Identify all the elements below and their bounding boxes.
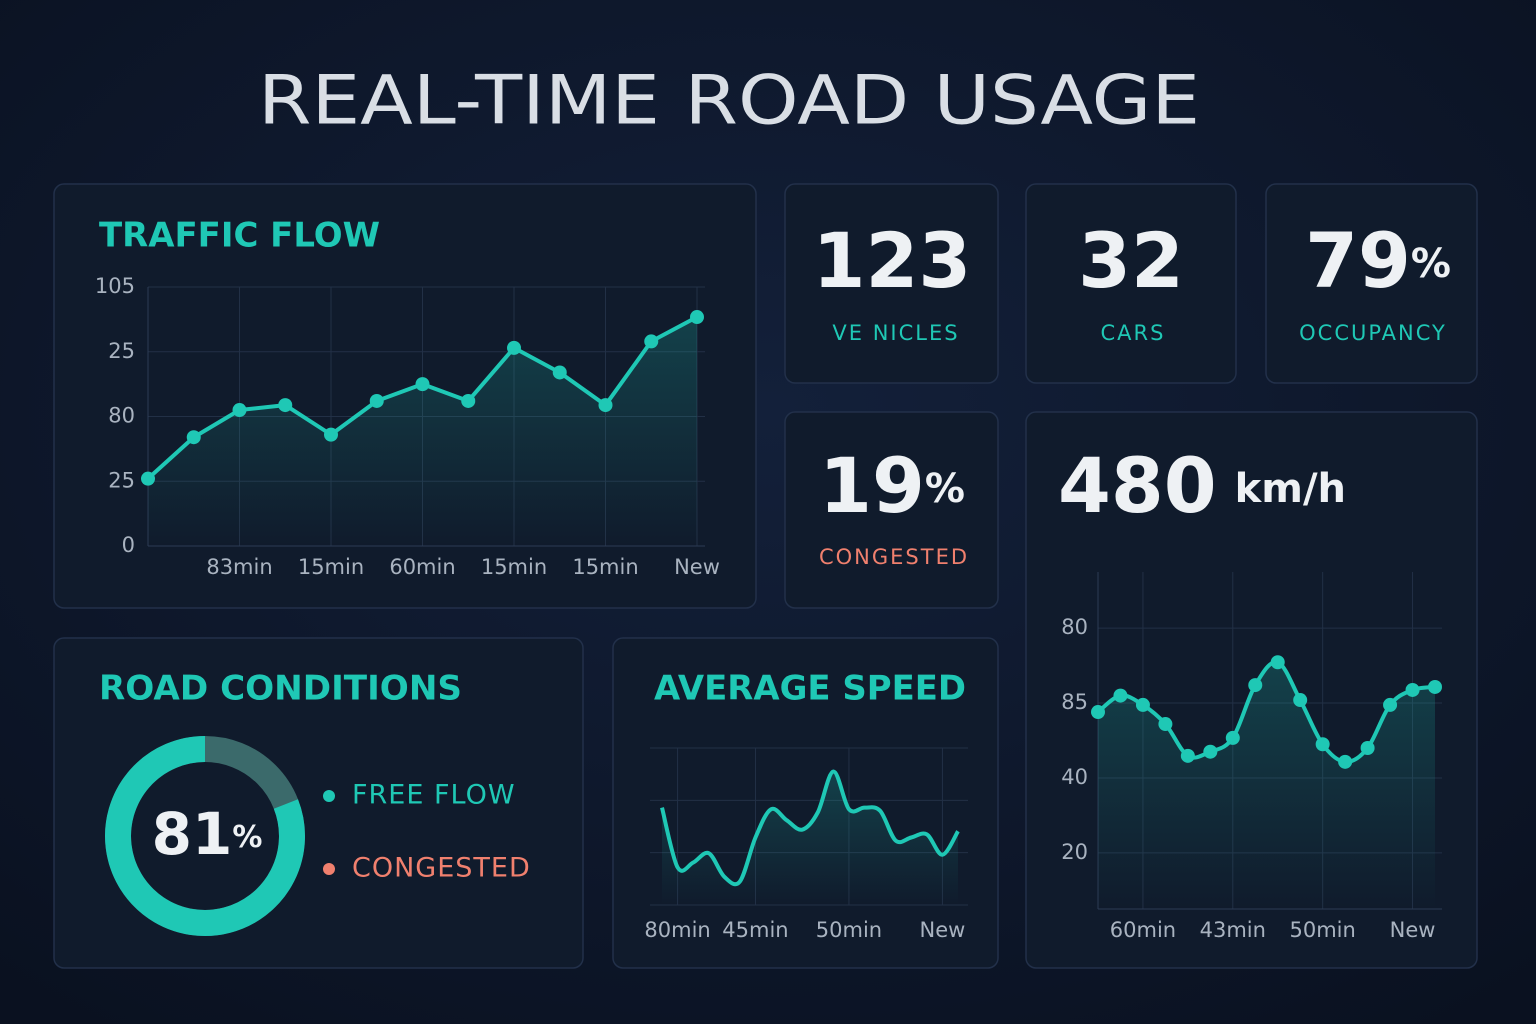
- x-tick-label: 80min: [644, 918, 710, 942]
- x-tick-label: 15min: [481, 555, 547, 579]
- marker: [552, 365, 567, 380]
- stat-value: 19%: [819, 441, 965, 530]
- marker: [232, 403, 247, 418]
- marker: [598, 398, 613, 413]
- y-tick-label: 80: [1061, 615, 1088, 639]
- marker: [1428, 679, 1442, 694]
- chart: 80min 45min 50min New: [644, 747, 968, 942]
- area: [1098, 661, 1435, 909]
- stat-number: 79: [1305, 216, 1411, 305]
- stat-value: 123: [813, 216, 972, 305]
- legend-dot: [323, 863, 335, 875]
- marker: [1293, 693, 1308, 708]
- y-tick-label: 105: [95, 274, 135, 298]
- marker: [1203, 744, 1218, 759]
- stat-unit: km/h: [1235, 466, 1346, 512]
- stat-number: 480: [1058, 441, 1217, 530]
- x-tick-label: 50min: [1290, 918, 1356, 942]
- marker: [1158, 717, 1173, 732]
- marker: [369, 393, 384, 408]
- stat-card: [1265, 183, 1478, 384]
- marker: [1113, 688, 1128, 703]
- x-tick-label: New: [1390, 918, 1436, 942]
- legend-dot: [323, 790, 335, 802]
- stat-card: [784, 183, 999, 384]
- y-tick-label: 25: [108, 468, 135, 492]
- line: [1096, 659, 1436, 764]
- x-tick-label: 43min: [1200, 918, 1266, 942]
- marker: [1315, 737, 1330, 752]
- marker: [1383, 697, 1398, 712]
- stat-label: VE NICLES: [832, 321, 959, 345]
- line: [660, 769, 960, 887]
- x-tick-label: 15min: [298, 555, 364, 579]
- marker: [1091, 705, 1105, 720]
- stat-card: [1025, 183, 1237, 384]
- road-card: [53, 637, 584, 969]
- stat-number: 19: [819, 441, 925, 530]
- marker: [1248, 678, 1263, 693]
- marker: [278, 398, 293, 413]
- card-title: AVERAGE SPEED: [654, 669, 966, 709]
- marker: [690, 310, 704, 325]
- x-tick-label: 45min: [722, 918, 788, 942]
- marker: [1338, 754, 1353, 769]
- marker: [1360, 740, 1375, 755]
- stat-unit: %: [1411, 241, 1451, 287]
- marker: [461, 393, 476, 408]
- chart: 20 40 85 80 60min 43min 50min New: [1061, 572, 1442, 942]
- y-tick-label: 25: [108, 339, 135, 363]
- donut-unit: %: [232, 820, 262, 855]
- legend-label: CONGESTED: [352, 853, 531, 884]
- chart: 0 25 80 25 105 83min 15min 60min 15min 15min New: [95, 274, 720, 579]
- y-tick-label: 80: [108, 404, 135, 428]
- x-tick-label: 15min: [572, 555, 638, 579]
- card-title: ROAD CONDITIONS: [99, 669, 462, 709]
- stat-card: [784, 411, 999, 609]
- donut-center: 81%: [152, 800, 263, 868]
- donut-arc: [105, 736, 305, 936]
- marker: [1180, 748, 1195, 763]
- y-tick-label: 20: [1061, 840, 1088, 864]
- x-tick-label: New: [674, 555, 720, 579]
- area: [662, 771, 958, 905]
- stat-label: OCCUPANCY: [1299, 321, 1447, 345]
- marker: [1135, 697, 1150, 712]
- marker: [1405, 682, 1420, 697]
- x-tick-label: 60min: [389, 555, 455, 579]
- x-tick-label: 50min: [816, 918, 882, 942]
- marker: [141, 471, 155, 486]
- y-tick-label: 40: [1061, 765, 1088, 789]
- marker: [415, 377, 430, 392]
- stat-unit: %: [925, 466, 965, 512]
- marker: [507, 340, 521, 355]
- marker: [1225, 730, 1240, 745]
- x-tick-label: 60min: [1110, 918, 1176, 942]
- page-title: REAL-TIME ROAD USAGE: [258, 62, 1200, 141]
- card-title: TRAFFIC FLOW: [99, 216, 380, 256]
- marker: [324, 427, 338, 442]
- x-tick-label: 83min: [206, 555, 272, 579]
- stat-value: 32: [1078, 216, 1184, 305]
- y-tick-label: 85: [1061, 690, 1088, 714]
- donut-number: 81: [152, 800, 233, 868]
- y-tick-label: 0: [122, 533, 135, 557]
- legend-label: FREE FLOW: [352, 780, 516, 811]
- marker: [644, 334, 659, 349]
- stat-value: 79%: [1305, 216, 1451, 305]
- stat-label: CARS: [1101, 321, 1166, 345]
- stat-label: CONGESTED: [819, 545, 969, 569]
- marker: [186, 430, 201, 445]
- marker: [1270, 655, 1285, 670]
- x-tick-label: New: [920, 918, 966, 942]
- stat-value: 480 km/h: [1058, 441, 1346, 530]
